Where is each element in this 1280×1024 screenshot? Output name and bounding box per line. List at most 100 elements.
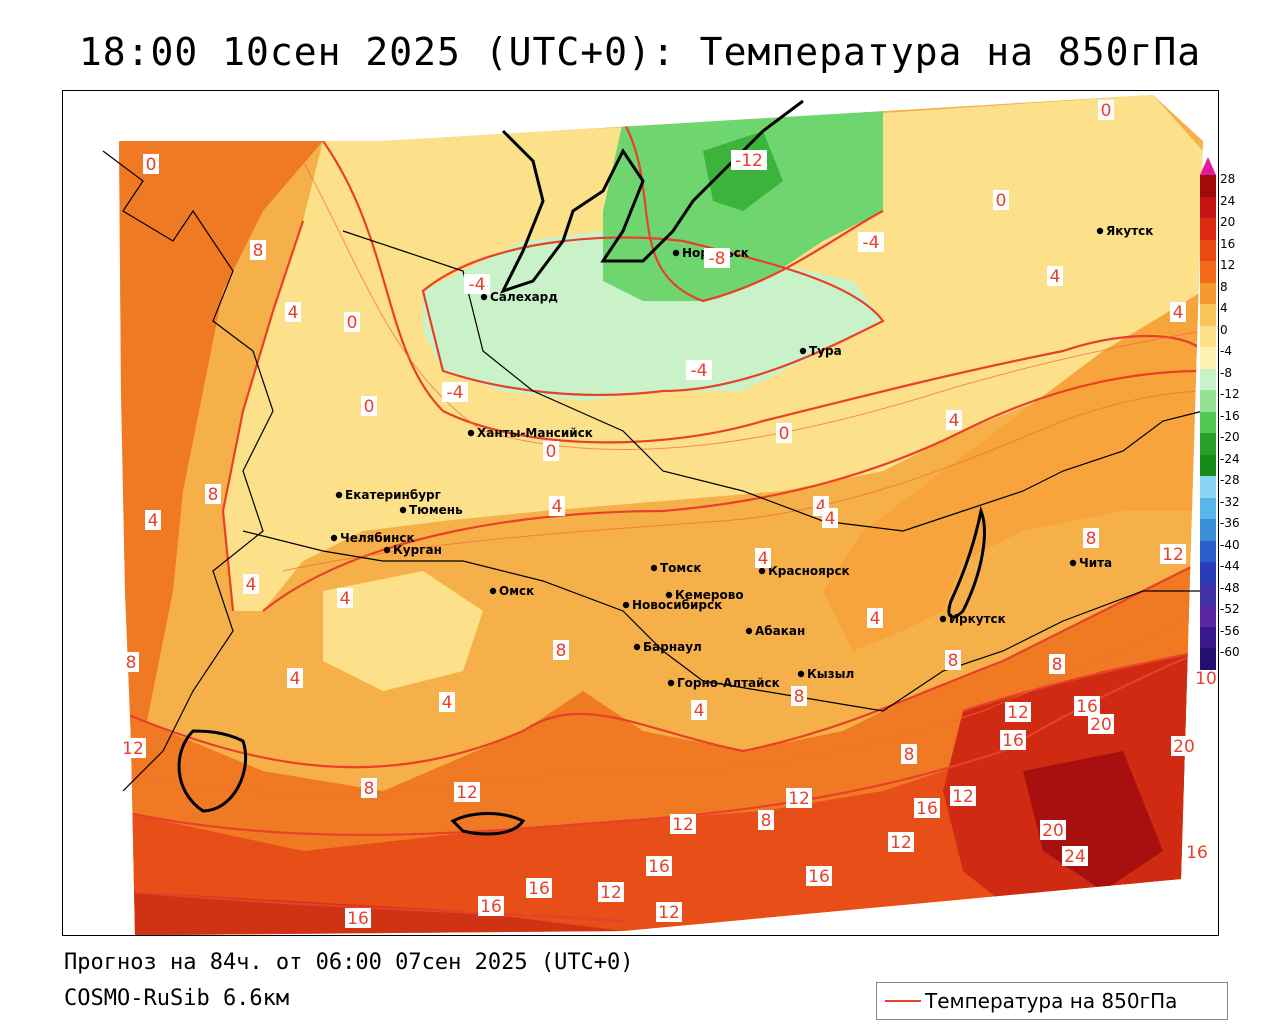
isotherm-label-text: 12 xyxy=(952,787,974,807)
isotherm-label-bg xyxy=(1184,842,1210,862)
isotherm-label-text: 12 xyxy=(890,833,912,853)
isotherm-label: 0 xyxy=(344,312,360,333)
colorbar-segment xyxy=(1200,390,1216,413)
isotherm-label-bg xyxy=(993,190,1009,210)
city-dot xyxy=(335,491,343,499)
isotherm-label-text: 20 xyxy=(1090,715,1112,735)
city-label: Тюмень xyxy=(409,503,463,517)
isotherm-label: 24 xyxy=(1062,846,1088,867)
isotherm-label-text: 4 xyxy=(1173,303,1184,323)
city-marker: Тюмень xyxy=(399,503,463,517)
isotherm-label: 8 xyxy=(1083,528,1099,549)
city-marker: Кызыл xyxy=(797,667,854,681)
isotherm-label: 20 xyxy=(1171,736,1197,757)
colorbar-segment xyxy=(1200,497,1216,520)
isotherm-label-text: 12 xyxy=(672,815,694,835)
isotherm-label-bg xyxy=(1047,266,1063,286)
isotherm-label-bg xyxy=(1098,100,1114,120)
city-dot xyxy=(399,506,407,514)
isotherm-label-bg xyxy=(646,856,672,876)
region-borders xyxy=(342,230,1204,532)
isotherm-16 xyxy=(119,889,624,923)
isotherm-label: 8 xyxy=(791,686,807,707)
city-dot xyxy=(667,679,675,687)
band-pocket xyxy=(323,571,483,691)
isotherm-label-bg xyxy=(285,302,301,322)
isotherm-label: 0 xyxy=(776,423,792,444)
isotherm-label-text: 4 xyxy=(552,497,563,517)
isotherm-label-text: 4 xyxy=(1050,267,1061,287)
model-info: COSMO-RuSib 6.6км xyxy=(64,986,290,1011)
isotherm-label-text: 20 xyxy=(1042,821,1064,841)
isotherm-label-bg xyxy=(691,700,707,720)
colorbar-segment xyxy=(1200,583,1216,606)
city-label: Абакан xyxy=(755,624,805,638)
isotherm-label-bg xyxy=(946,410,962,430)
colorbar-top-arrow xyxy=(1200,157,1216,175)
isotherm-label: 12 xyxy=(888,832,914,853)
isotherm-label-bg xyxy=(686,360,712,380)
isotherm-label-bg xyxy=(1193,668,1218,688)
city-label: Екатеринбург xyxy=(345,488,441,502)
isotherm-label-text: 24 xyxy=(1064,847,1086,867)
isotherm-label: 4 xyxy=(145,510,161,531)
city-label: Тура xyxy=(809,344,842,358)
city-dot xyxy=(480,293,488,301)
isotherm-label-text: 8 xyxy=(904,745,915,765)
city-marker: Горно-Алтайск xyxy=(667,676,780,690)
city-dot xyxy=(1096,227,1104,235)
isotherm-label-bg xyxy=(344,312,360,332)
isotherm-label-bg xyxy=(442,382,468,402)
colorbar-segment xyxy=(1200,368,1216,391)
colorbar-tick-label: 12 xyxy=(1220,258,1236,273)
colorbar-tick-label: -28 xyxy=(1220,473,1240,488)
isotherm-label: -4 xyxy=(464,274,490,295)
isotherm-label-bg xyxy=(1171,736,1197,756)
isotherm-label-text: 0 xyxy=(146,155,157,175)
city-marker: Красноярск xyxy=(758,564,850,578)
isotherm-label-bg xyxy=(867,608,883,628)
isotherm-label-text: 8 xyxy=(761,811,772,831)
isotherm-label: 8 xyxy=(205,484,221,505)
colorbar-segment xyxy=(1200,261,1216,284)
isotherm-label-bg xyxy=(791,686,807,706)
isotherm-label-text: -12 xyxy=(735,151,763,171)
isotherm-label: 4 xyxy=(867,608,883,629)
colorbar-tick-label: 8 xyxy=(1220,279,1228,294)
isotherm-label: 0 xyxy=(543,441,559,462)
isotherm-label: 4 xyxy=(287,668,303,689)
colorbar-tick-label: -40 xyxy=(1220,537,1240,552)
colorbar-tick-label: -44 xyxy=(1220,559,1240,574)
isotherm-label-text: 4 xyxy=(246,575,257,595)
band-southeast-24 xyxy=(1023,751,1163,891)
isotherm-label-bg xyxy=(243,574,259,594)
border-west xyxy=(102,150,274,792)
isotherm-label: 12 xyxy=(454,782,480,803)
city-label: Томск xyxy=(660,561,702,575)
isotherm-label-text: 8 xyxy=(794,687,805,707)
isotherm-label: 4 xyxy=(549,496,565,517)
isotherm-label-bg xyxy=(758,810,774,830)
colorbar-tick-label: -52 xyxy=(1220,602,1240,617)
colorbar-tick-label: -60 xyxy=(1220,645,1240,660)
isotherm-label: 16 xyxy=(1000,730,1026,751)
isotherm-label-bg xyxy=(553,640,569,660)
temperature-field xyxy=(119,95,1203,935)
lake-baikal xyxy=(947,505,986,619)
isotherm-label: -8 xyxy=(704,248,730,269)
city-dot xyxy=(467,429,475,437)
colorbar-tick-label: -20 xyxy=(1220,430,1240,445)
isotherm-label: 4 xyxy=(337,588,353,609)
city-dot xyxy=(745,627,753,635)
city-label: Барнаул xyxy=(643,640,702,654)
isotherm-label-bg xyxy=(120,738,146,758)
caspian-sea xyxy=(177,729,248,813)
colorbar-segment xyxy=(1200,411,1216,434)
isotherm-label-bg xyxy=(143,154,159,174)
isotherm-label: 12 xyxy=(1160,544,1186,565)
isotherm-0 xyxy=(322,140,1203,444)
isotherm-label-bg xyxy=(526,878,552,898)
isotherm-label-text: 4 xyxy=(340,589,351,609)
city-dot xyxy=(665,591,673,599)
